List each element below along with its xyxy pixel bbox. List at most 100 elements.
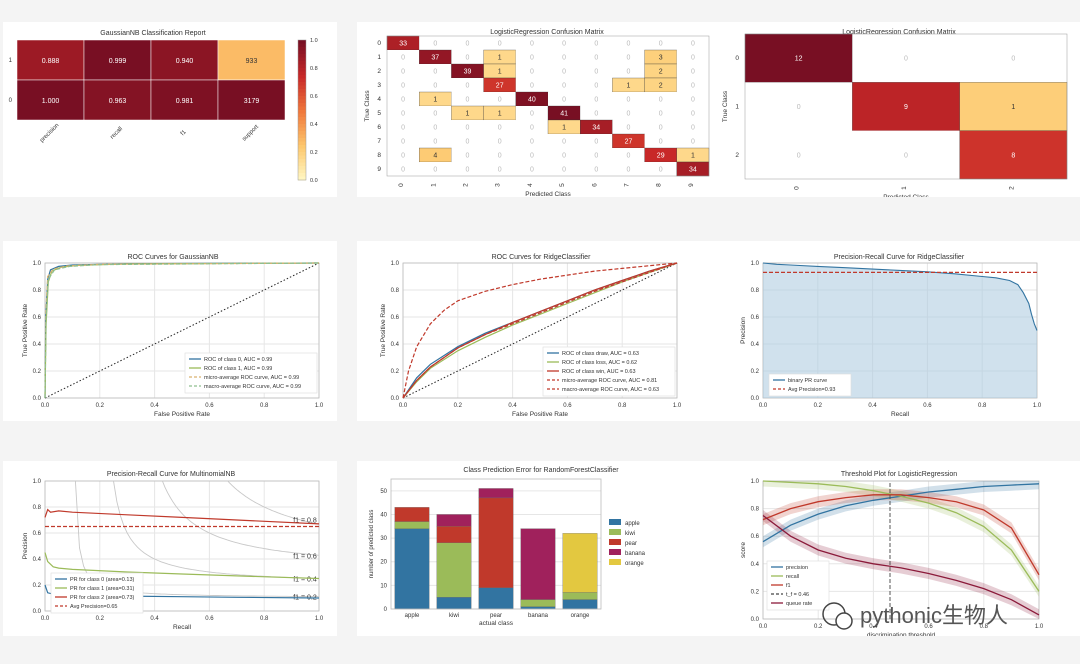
x-tick-label: 1.0 — [1035, 624, 1044, 630]
matrix-cell — [451, 120, 484, 134]
colorbar-frame — [297, 39, 307, 181]
y-tick-label: 20 — [380, 560, 387, 566]
x-tick-label: 0.6 — [563, 403, 572, 409]
cell-value: 0 — [433, 69, 437, 76]
cell-value: 0 — [498, 125, 502, 132]
cell-value: 0 — [401, 69, 405, 76]
y-tick-label: 0.0 — [33, 609, 42, 615]
column-label: 7 — [624, 183, 631, 187]
matrix-cell — [852, 82, 960, 131]
legend-label: recall — [786, 574, 799, 580]
matrix-cell — [612, 148, 645, 162]
y-tick-label: 1.0 — [751, 479, 760, 485]
colorbar-segment — [298, 127, 306, 132]
y-tick-label: 0.2 — [751, 369, 760, 375]
chart-panel-p7: Precision-Recall Curve for MultinomialNB… — [3, 461, 337, 636]
threshold-curve — [762, 514, 1040, 616]
y-axis-label: Precision — [740, 317, 747, 344]
cell-value: 1 — [498, 55, 502, 62]
cell-value: 0 — [691, 69, 695, 76]
cell-value: 0 — [691, 125, 695, 132]
x-tick-label: 0.4 — [868, 403, 877, 409]
legend-label: binary PR curve — [788, 378, 827, 384]
matrix-cell — [959, 82, 1068, 131]
legend-label: banana — [625, 551, 646, 557]
colorbar-tick: 0.8 — [310, 66, 318, 72]
cell-value: 0 — [691, 55, 695, 62]
matrix-cell — [852, 130, 960, 179]
y-axis-label: True Positive Rate — [22, 304, 29, 358]
row-label: 2 — [377, 68, 381, 75]
matrix-cell — [580, 134, 613, 148]
cell-value: 0 — [401, 167, 405, 174]
colorbar-segment — [298, 166, 306, 170]
cell-value: 29 — [657, 153, 665, 160]
colorbar-segment — [298, 141, 306, 146]
watermark-text: pythonic生物人 — [860, 603, 1008, 628]
colorbar-tick: 1.0 — [310, 38, 318, 44]
cell-value: 1.000 — [42, 98, 60, 105]
legend-label: ROC of class win, AUC = 0.63 — [562, 369, 636, 375]
y-tick-label: 0.6 — [391, 315, 400, 321]
cell-value: 0 — [530, 41, 534, 48]
legend-label: queue rate — [786, 601, 812, 607]
matrix-cell — [387, 106, 420, 120]
y-tick-label: 0.6 — [33, 531, 42, 537]
legend-label: micro-average ROC curve, AUC = 0.81 — [562, 378, 657, 384]
matrix-cell — [548, 36, 581, 50]
colorbar-segment — [298, 78, 306, 83]
y-tick-label: 0.6 — [751, 315, 760, 321]
cell-value: 0 — [433, 41, 437, 48]
legend-box — [542, 346, 676, 397]
colorbar-segment — [298, 173, 306, 177]
y-tick-label: 0.8 — [33, 505, 42, 511]
matrix-cell — [419, 162, 452, 176]
cell-value: 0 — [627, 111, 631, 118]
legend-label: macro-average ROC curve, AUC = 0.63 — [562, 387, 659, 393]
row-label: 0 — [377, 40, 381, 47]
cell-value: 0 — [659, 97, 663, 104]
cell-value: 27 — [496, 83, 504, 90]
cell-value: 0 — [401, 97, 405, 104]
cell-value: 0 — [594, 97, 598, 104]
x-axis-label: Predicted Class — [525, 191, 571, 197]
cell-value: 0 — [530, 83, 534, 90]
matrix-cell — [612, 50, 645, 64]
row-label: 1 — [377, 54, 381, 61]
cell-value: 4 — [433, 153, 437, 160]
legend-box — [768, 373, 852, 397]
chart-svg-p1: GaussianNB Classification Report 1 0.888 0.… — [9, 30, 318, 184]
cell-value: 0 — [562, 69, 566, 76]
matrix-cell — [548, 148, 581, 162]
cell-value: 0 — [466, 139, 470, 146]
chart-title: Class Prediction Error for RandomForestC… — [463, 467, 619, 474]
matrix-cell — [419, 134, 452, 148]
legend-label: Avg Precision=0.65 — [70, 604, 117, 610]
colorbar-segment — [298, 152, 306, 156]
column-label: f1 — [180, 129, 188, 137]
cell-value: 0 — [659, 125, 663, 132]
cell-value: 0 — [594, 41, 598, 48]
iso-f1-curve — [161, 480, 320, 556]
threshold-curve — [762, 480, 1040, 592]
column-label: 2 — [1008, 186, 1015, 190]
x-tick-label: 0.2 — [96, 616, 105, 622]
matrix-cell — [612, 92, 645, 106]
colorbar-segment — [298, 176, 306, 181]
chart-title: Precision-Recall Curve for MultinomialNB — [107, 471, 236, 478]
bar-segment — [478, 488, 514, 499]
x-axis-label: Recall — [173, 624, 192, 631]
legend-label: Avg Precision=0.93 — [788, 387, 835, 393]
matrix-cell — [451, 134, 484, 148]
x-tick-label: kiwi — [449, 613, 459, 619]
cell-value: 0 — [904, 56, 908, 63]
matrix-cell — [644, 162, 677, 176]
cell-value: 41 — [560, 111, 568, 118]
cell-value: 0.888 — [42, 58, 60, 65]
heatmap-cell — [217, 39, 286, 81]
y-tick-label: 1.0 — [33, 261, 42, 267]
x-tick-label: 0.4 — [869, 624, 878, 630]
cell-value: 0 — [530, 153, 534, 160]
matrix-cell — [676, 36, 709, 50]
